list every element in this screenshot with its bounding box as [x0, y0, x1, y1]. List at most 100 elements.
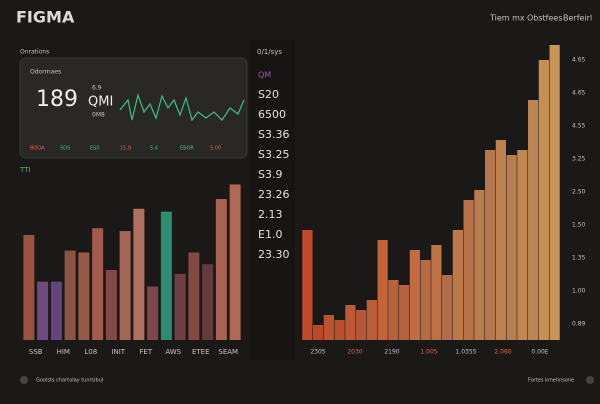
bar: [549, 45, 560, 340]
bar: [528, 100, 539, 340]
chip: SOS: [60, 146, 70, 152]
x-tick-label: FET: [139, 348, 152, 356]
card-big-number: 189: [36, 87, 78, 112]
middle-title: 0/1/sys: [257, 48, 282, 56]
app-title: FIGMA: [16, 8, 75, 27]
x-tick-label: 1.0355: [456, 349, 477, 356]
chip: EBOR: [180, 146, 194, 152]
bar: [431, 245, 442, 340]
x-tick-label: 2190: [384, 349, 399, 356]
x-tick-label: 2305: [310, 349, 325, 356]
bar: [474, 190, 485, 340]
bar: [313, 325, 324, 340]
y-axis-label: 1.35: [572, 255, 586, 262]
nav-item[interactable]: Obstfees: [527, 14, 563, 23]
bar: [215, 199, 227, 340]
bar: [538, 60, 549, 340]
bar: [485, 150, 496, 340]
bar: [50, 281, 62, 340]
bar: [399, 285, 410, 340]
bar: [174, 273, 186, 340]
bar: [323, 315, 334, 340]
bar: [78, 252, 90, 340]
y-axis-label: 4.65: [572, 90, 586, 97]
x-tick-label: SEAM: [218, 348, 238, 356]
middle-label: E1.0: [258, 228, 282, 241]
x-tick-label: ETEE: [192, 348, 210, 356]
bar: [334, 320, 345, 340]
card: [19, 57, 248, 159]
bar: [37, 281, 49, 340]
middle-label: S3.9: [258, 168, 282, 181]
card-unit: QMI: [88, 95, 113, 110]
x-tick-label: SSB: [29, 348, 43, 356]
bar: [388, 280, 399, 340]
nav-item[interactable]: Berfeirl: [563, 14, 592, 23]
bar: [202, 264, 214, 340]
middle-label: S3.25: [258, 148, 289, 161]
chip: S.00: [210, 146, 221, 152]
card-sub: 0M8: [92, 112, 105, 119]
bar: [356, 310, 367, 340]
bar: [345, 305, 356, 340]
bar: [302, 230, 313, 340]
bar: [452, 230, 463, 340]
bar: [495, 140, 506, 340]
middle-label: 23.26: [258, 188, 290, 201]
x-tick-label: INIT: [111, 348, 125, 356]
bar: [442, 275, 453, 340]
y-axis-label: 1.50: [572, 222, 586, 229]
y-axis-label: 2.50: [572, 189, 586, 196]
sparkline: [119, 92, 245, 122]
bar: [160, 211, 172, 340]
y-axis-label: 4.65: [572, 57, 586, 64]
chip: 5.4: [150, 146, 158, 152]
bar: [377, 240, 388, 340]
bar: [105, 270, 117, 340]
middle-label: S3.36: [258, 128, 289, 141]
y-axis-label: 3.25: [572, 156, 586, 163]
chip: ES0: [90, 146, 100, 152]
y-axis-label: 0.89: [572, 321, 586, 328]
bar: [506, 155, 517, 340]
x-tick-label: 2.060: [494, 349, 511, 356]
bar: [188, 252, 200, 340]
section-label: TTI: [19, 166, 31, 174]
bar: [420, 260, 431, 340]
bar: [517, 150, 528, 340]
footer-icon: [20, 376, 28, 384]
x-tick-label: 2030: [347, 349, 362, 356]
bar: [133, 208, 145, 340]
card-label: Odorrnaes: [30, 69, 61, 76]
middle-label: QM: [258, 71, 271, 80]
bar: [23, 235, 35, 340]
bar: [147, 286, 159, 340]
chip: BOOA: [30, 146, 45, 152]
bar: [463, 200, 474, 340]
y-axis-label: 1.00: [572, 288, 586, 295]
x-tick-label: AWS: [165, 348, 181, 356]
bar: [64, 250, 76, 340]
footer-icon: [586, 376, 594, 384]
middle-label: 6500: [258, 108, 286, 121]
nav-item[interactable]: Tiem mx: [489, 14, 525, 23]
middle-label: 23.30: [258, 248, 290, 261]
footer-left: Goolsts chartolay tunrsibul: [36, 378, 103, 384]
bar: [366, 300, 377, 340]
bar: [409, 250, 420, 340]
bar: [119, 231, 131, 340]
x-tick-label: L08: [84, 348, 97, 356]
x-tick-label: 0.00E: [531, 349, 548, 356]
bar: [92, 228, 104, 340]
chip: 15.9: [120, 146, 131, 152]
middle-label: 2.13: [258, 208, 283, 221]
card-sub: 6.9: [92, 85, 102, 92]
y-axis-label: 4.55: [572, 123, 586, 130]
x-tick-label: HIM: [57, 348, 70, 356]
footer-right: Fortes kmehnsone: [528, 378, 574, 384]
middle-label: S20: [258, 88, 279, 101]
x-tick-label: 1.005: [420, 349, 437, 356]
panel-label: Onrations: [20, 49, 49, 56]
